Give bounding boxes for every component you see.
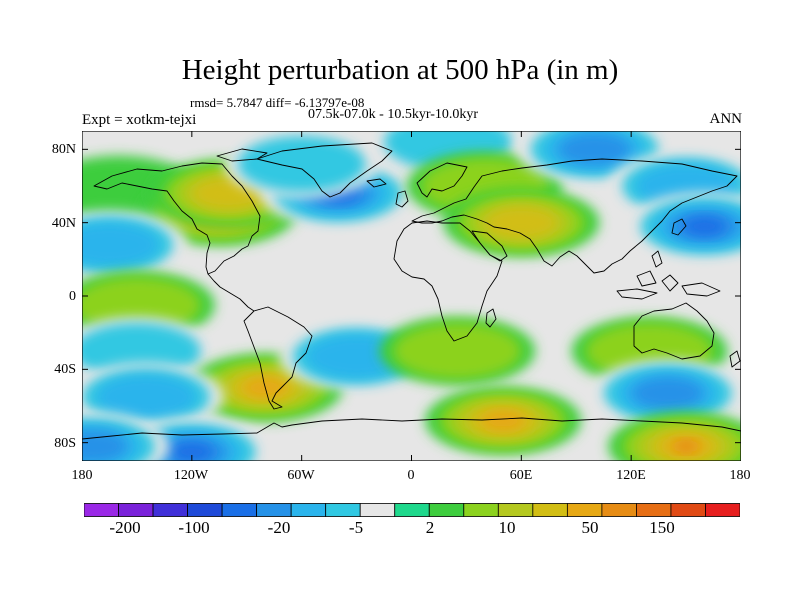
coast-eurasia [411, 158, 738, 274]
colorbar-box-13 [532, 503, 568, 517]
coast-indonesia-1 [616, 288, 658, 300]
colorbar-box-6 [290, 503, 327, 517]
coast-antarctica [82, 417, 741, 440]
map-panel [82, 131, 741, 461]
colorbar-label-5: 2 [425, 518, 435, 537]
anomaly-contour-15-2 [96, 374, 197, 419]
lat-label-0: 0 [69, 289, 76, 304]
colorbar [84, 503, 740, 517]
colorbar-label-4: -5 [348, 518, 364, 537]
lat-label-80s: 80S [54, 436, 76, 451]
coast-new-guinea [681, 282, 721, 297]
coast-japan [671, 218, 687, 236]
lat-label-80n: 80N [51, 142, 76, 157]
colorbar-box-10 [428, 503, 465, 517]
coast-new-zealand [729, 350, 741, 368]
coastlines [82, 142, 741, 440]
colorbar-box-2 [152, 503, 188, 517]
coast-arctic-islands [216, 148, 268, 162]
colorbar-box-18 [705, 503, 740, 517]
colorbar-box-5 [256, 503, 292, 517]
stats-line: rmsd= 5.7847 diff= -6.13797e-08 [190, 95, 365, 110]
colorbar-label-8: 150 [649, 518, 675, 537]
colorbar-label-7: 50 [581, 518, 599, 537]
lon-label-60e: 60E [509, 468, 533, 483]
anomaly-contour-11-2 [82, 222, 160, 267]
colorbar-box-16 [636, 503, 672, 517]
lat-label-40s: 40S [54, 362, 76, 377]
colorbar-box-12 [497, 503, 534, 517]
lon-label-120w: 120W [173, 468, 209, 483]
colorbar-box-7 [325, 503, 361, 517]
colorbar-box-11 [463, 503, 499, 517]
colorbar-label-1: -200 [109, 518, 141, 537]
coast-scandinavia [416, 162, 468, 198]
lon-label-60w: 60W [287, 468, 315, 483]
coast-greenland [256, 142, 393, 198]
lon-label-0: 0 [407, 468, 415, 483]
coast-arabia [471, 230, 508, 262]
coast-madagascar [485, 308, 497, 328]
colorbar-box-3 [187, 503, 223, 517]
coast-philippines [651, 250, 663, 268]
anomaly-contour-18-4 [481, 410, 526, 431]
coast-indonesia-2 [636, 270, 657, 287]
colorbar-box-9 [394, 503, 430, 517]
coast-indonesia-3 [661, 274, 679, 292]
anomaly-contour-21-5 [676, 440, 697, 453]
plot-title: Height perturbation at 500 hPa (in m) [181, 54, 619, 86]
colorbar-label-3: -20 [267, 518, 291, 537]
anomaly-contour-10-4 [682, 216, 727, 237]
colorbar-box-8 [359, 503, 396, 517]
axis-ticks [82, 131, 741, 461]
anomaly-contour-8-3 [558, 133, 631, 166]
anomaly-contour-17-1 [393, 323, 522, 379]
colorbar-label-6: 10 [498, 518, 516, 537]
lon-label-180e: 180 [729, 468, 751, 483]
colorbar-box-1 [118, 503, 154, 517]
experiment-label: Expt = xotkm-tejxi [82, 112, 197, 128]
anomaly-contour-20-3 [631, 377, 704, 410]
colorbar-box-4 [221, 503, 258, 517]
coast-central-america [207, 273, 255, 312]
lat-label-40n: 40N [51, 216, 76, 231]
coast-africa [393, 220, 503, 342]
anomaly-contour-7-3 [485, 206, 558, 239]
period-line: 07.5k-07.0k - 10.5kyr-10.0kyr [308, 107, 479, 122]
colorbar-label-2: -100 [178, 518, 210, 537]
colorbar-box-15 [601, 503, 637, 517]
colorbar-box-14 [566, 503, 603, 517]
coast-iceland [366, 178, 387, 188]
anomaly-contour-22-4 [169, 441, 214, 461]
lon-label-120e: 120E [616, 468, 646, 483]
colorbar-box-0 [84, 503, 119, 517]
lon-label-180w: 180 [71, 468, 93, 483]
coast-south-america [243, 306, 313, 410]
coast-uk [395, 190, 409, 208]
anomaly-contour-4-1 [237, 136, 366, 192]
season-label: ANN [709, 111, 743, 127]
coast-north-america [93, 162, 261, 275]
coast-australia [633, 302, 715, 360]
colorbar-box-17 [670, 503, 706, 517]
